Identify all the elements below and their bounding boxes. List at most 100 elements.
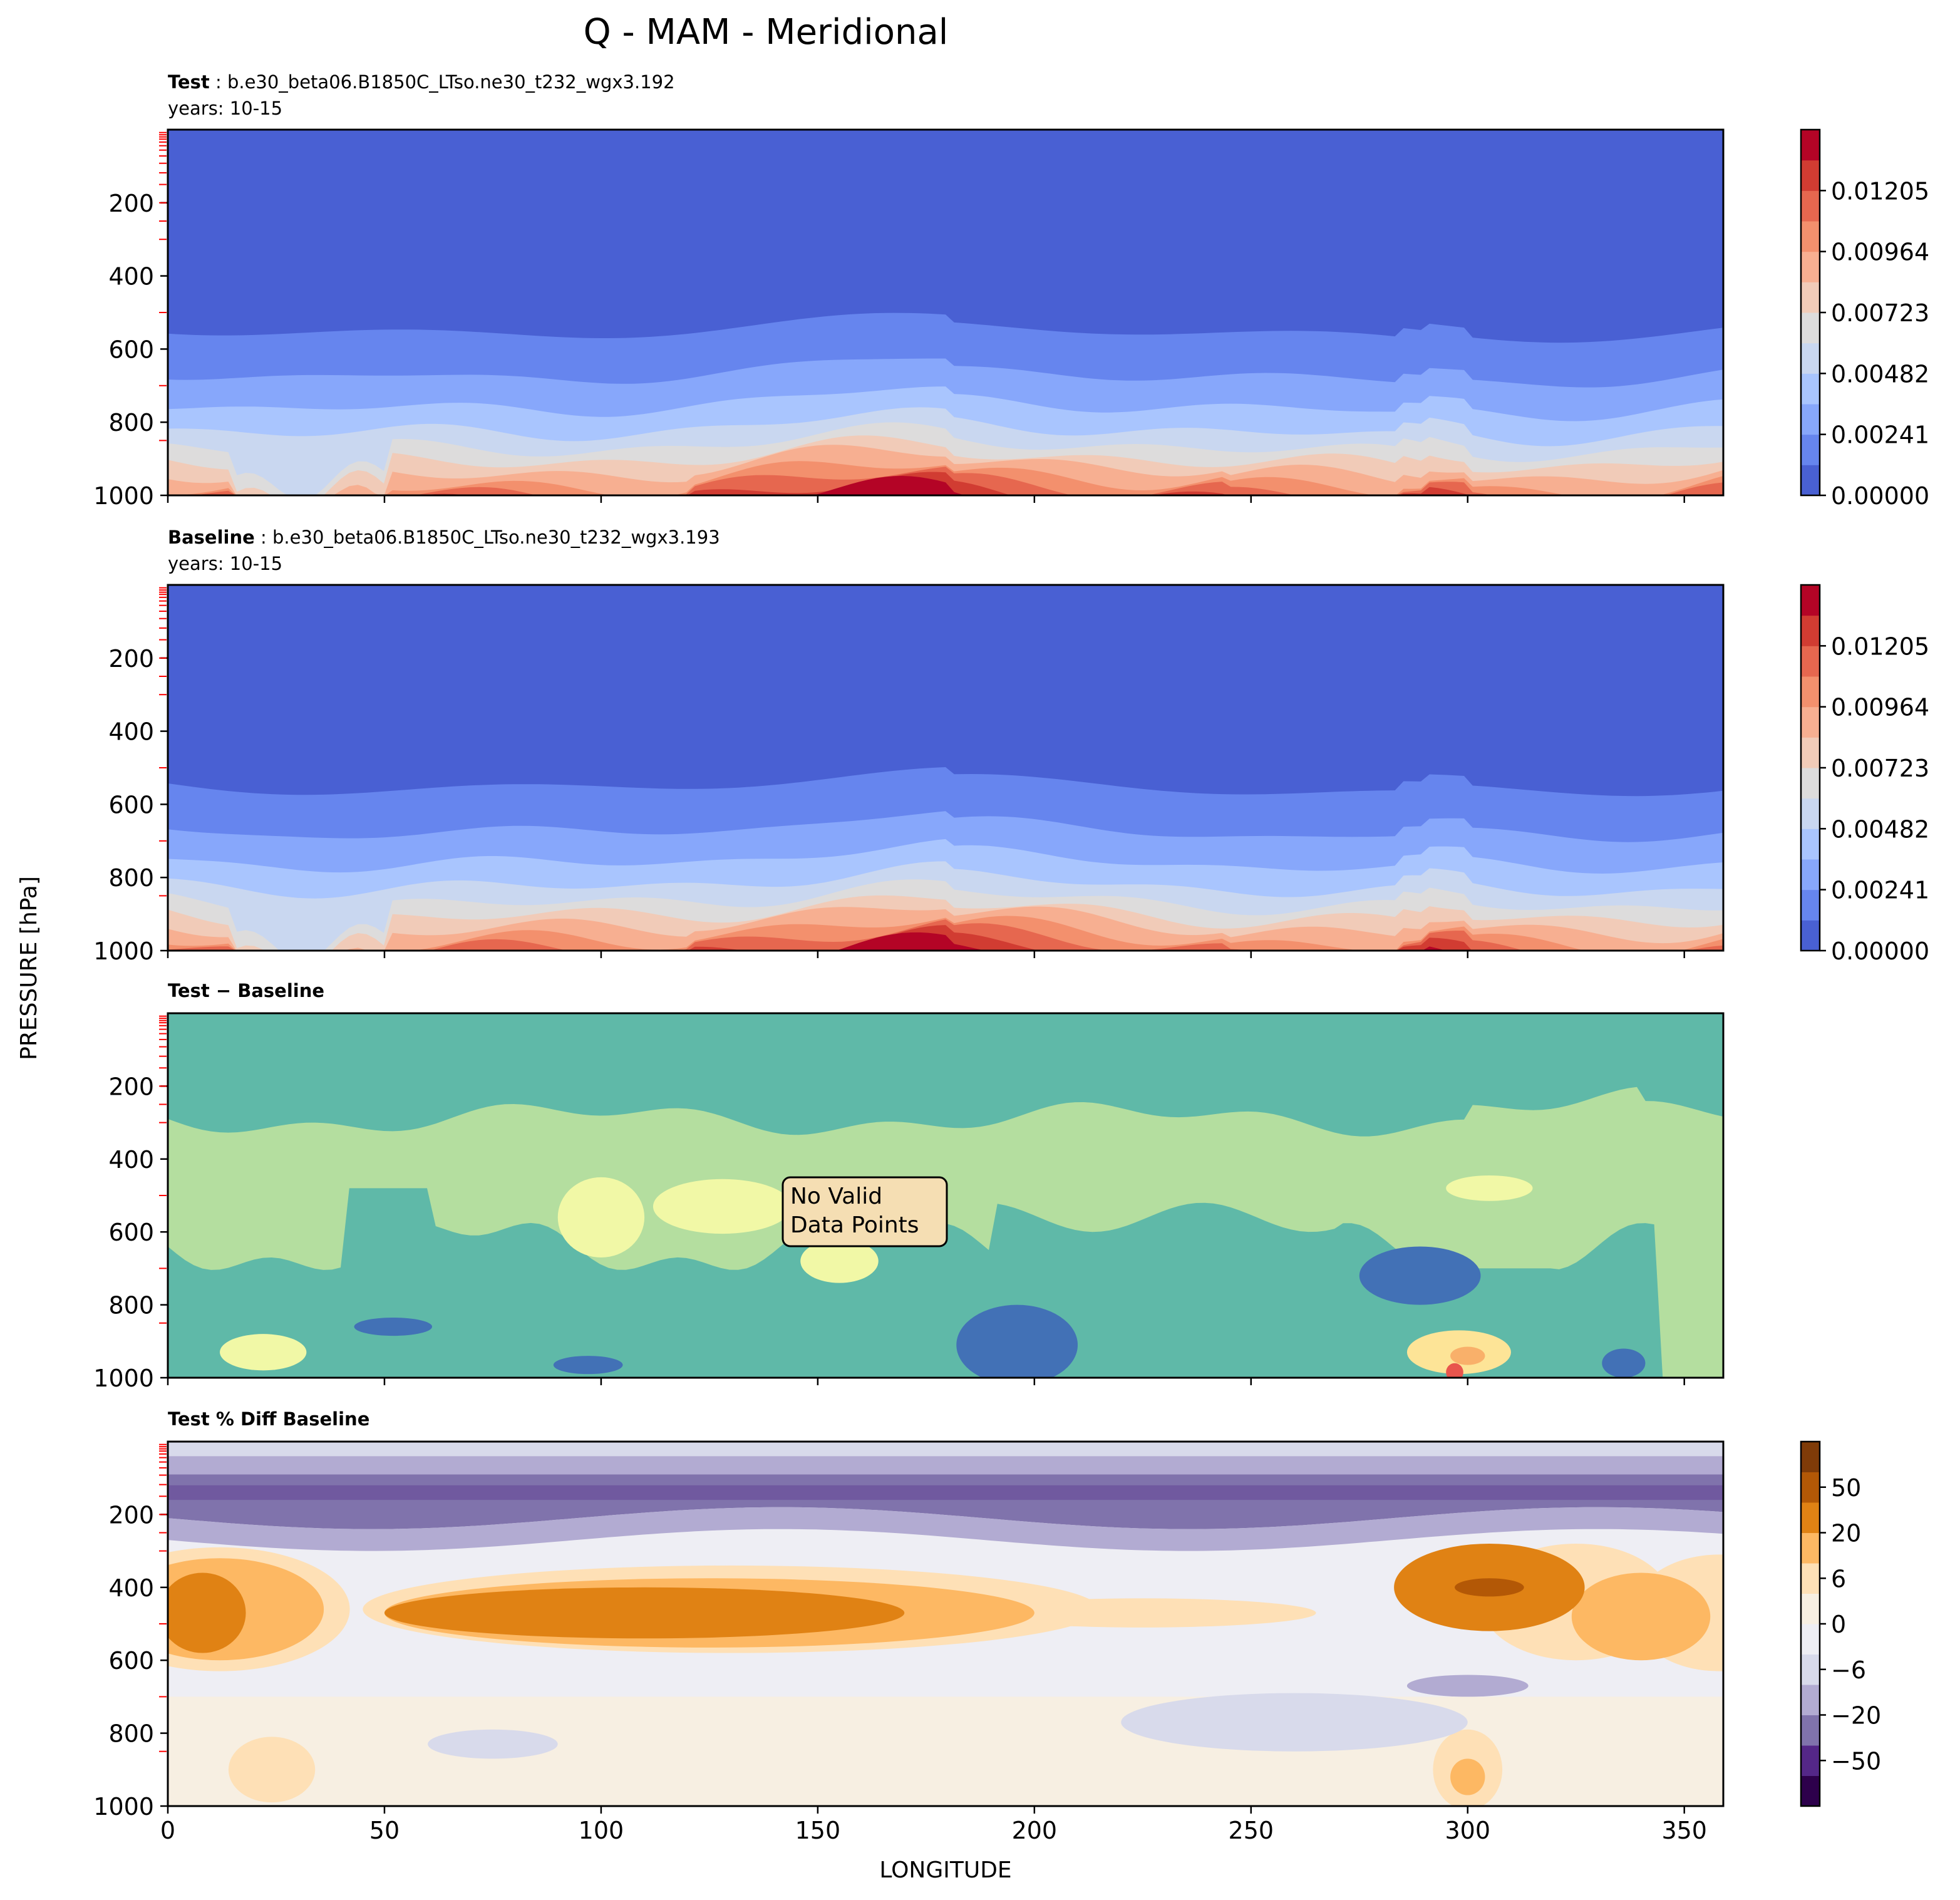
colorbar-segment <box>1801 251 1820 282</box>
colorbar-tick-label: 0.00723 <box>1831 755 1929 782</box>
colorbar-segment <box>1801 160 1820 191</box>
colorbar-segment <box>1801 859 1820 891</box>
y-tick-label: 400 <box>108 718 154 746</box>
colorbar-segment <box>1801 434 1820 465</box>
colorbar-tick-label: 50 <box>1831 1474 1861 1502</box>
panel-baseline-title-case: : b.e30_beta06.B1850C_LTso.ne30_t232_wgx… <box>255 527 720 548</box>
pct-band-strong-negative <box>168 1474 1723 1529</box>
panel-test-title: Test : b.e30_beta06.B1850C_LTso.ne30_t23… <box>168 71 675 93</box>
pct-blob-light-purple <box>1121 1693 1468 1752</box>
diff-blob-blue <box>1359 1246 1481 1305</box>
plot-frame <box>167 128 1725 497</box>
diff-blob-orange <box>1450 1346 1485 1365</box>
colorbar-tick-label: 0.00964 <box>1831 694 1929 721</box>
y-tick-label: 800 <box>108 864 154 892</box>
colorbar-tick-label: 0.00241 <box>1831 877 1929 904</box>
y-tick-label: 400 <box>108 1574 154 1602</box>
pct-blob-orange <box>1450 1758 1485 1795</box>
y-tick-label: 600 <box>108 1647 154 1675</box>
colorbar-tick-label: 0.00723 <box>1831 299 1929 327</box>
x-tick-label: 0 <box>160 1817 175 1844</box>
pct-blob-dark-orange <box>384 1587 905 1639</box>
colorbar-tick-label: 0.00482 <box>1831 815 1929 843</box>
colorbar-tick-label: −6 <box>1831 1656 1866 1684</box>
y-tick-label: 800 <box>108 1292 154 1319</box>
no-valid-data-annotation: No Valid Data Points <box>781 1176 948 1247</box>
colorbar-segment <box>1801 798 1820 829</box>
pct-blob-orange <box>1571 1572 1711 1661</box>
panel-test-title-bold: Test <box>168 71 210 93</box>
diff-blob-yellow <box>652 1179 792 1234</box>
panel-diff-title: Test − Baseline <box>168 980 324 1001</box>
colorbar-segment <box>1801 1472 1820 1503</box>
colorbar-segment <box>1801 373 1820 405</box>
diff-blob-yellow <box>1446 1175 1533 1201</box>
y-tick-label: 800 <box>108 1720 154 1748</box>
diff-blob-blue <box>354 1317 433 1336</box>
panel-test-subtitle: years: 10-15 <box>168 98 282 119</box>
colorbar-segment <box>1801 1563 1820 1594</box>
colorbar-segment <box>1801 343 1820 374</box>
pct-blob-brown <box>1455 1578 1524 1597</box>
x-tick-label: 250 <box>1229 1817 1274 1844</box>
plot-frame <box>167 584 1725 952</box>
colorbar-tick-label: 0.01205 <box>1831 632 1929 660</box>
panel-baseline-title-bold: Baseline <box>168 527 255 548</box>
pct-band-upper <box>168 1456 1723 1475</box>
diff-blob-yellow <box>800 1239 879 1283</box>
panel-pctdiff-title: Test % Diff Baseline <box>168 1408 369 1430</box>
colorbar-segment <box>1801 889 1820 921</box>
colorbar-segment <box>1801 1745 1820 1776</box>
colorbar-tick-label: 6 <box>1831 1565 1846 1593</box>
panel-test-plot: 200 400 600 800 1000 <box>93 128 1725 510</box>
colorbar-tick-label: −20 <box>1831 1702 1881 1730</box>
colorbar-segment <box>1801 646 1820 677</box>
colorbar-test: 0.00000 0.00241 0.00482 0.00723 0.00964 0.012… <box>1800 128 1929 510</box>
diff-region-small-negative <box>168 1188 1663 1378</box>
annotation-line-2: Data Points <box>790 1212 919 1238</box>
pct-band-negative-transition <box>168 1507 1723 1551</box>
diff-blob-red <box>1446 1363 1463 1378</box>
colorbar-segment <box>1801 1442 1820 1472</box>
colorbar-segment <box>1801 1624 1820 1655</box>
y-tick-label: 200 <box>108 190 154 217</box>
y-tick-label: 1000 <box>93 1793 154 1820</box>
colorbar-segment <box>1801 829 1820 860</box>
colorbar-segment <box>1801 1502 1820 1533</box>
diff-blob-blue <box>553 1356 623 1375</box>
panel-test-title-case: : b.e30_beta06.B1850C_LTso.ne30_t232_wgx… <box>210 71 675 93</box>
colorbar-segment <box>1801 1654 1820 1685</box>
panel-baseline-plot: 200 400 600 800 1000 <box>93 584 1725 965</box>
q-contour-level-11 <box>835 932 1447 951</box>
colorbar-baseline: 0.00000 0.00241 0.00482 0.00723 0.00964 0.012… <box>1800 584 1929 965</box>
y-tick-label: 400 <box>108 263 154 291</box>
x-tick-label: 300 <box>1445 1817 1491 1844</box>
colorbar-segment <box>1801 190 1820 222</box>
colorbar-segment <box>1801 585 1820 616</box>
x-tick-label: 350 <box>1661 1817 1707 1844</box>
colorbar-tick-label: 20 <box>1831 1520 1861 1547</box>
figure-title: Q - MAM - Meridional <box>584 12 949 53</box>
colorbar-tick-label: 0 <box>1831 1611 1846 1638</box>
diff-blob-blue <box>1602 1348 1646 1378</box>
diff-blob-yellow <box>220 1334 307 1371</box>
colorbar-segment <box>1801 282 1820 313</box>
y-tick-label: 600 <box>108 791 154 818</box>
pct-band-negative-core <box>168 1485 1723 1500</box>
y-tick-label: 600 <box>108 1219 154 1246</box>
colorbar-segment <box>1801 312 1820 344</box>
colorbar-segment <box>1801 1685 1820 1715</box>
colorbar-tick-label: 0.01205 <box>1831 177 1929 205</box>
q-contour-level-11 <box>812 476 967 495</box>
colorbar-segment <box>1801 404 1820 435</box>
colorbar-segment <box>1801 465 1820 496</box>
y-tick-label: 200 <box>108 1501 154 1529</box>
colorbar-tick-label: 0.00000 <box>1831 482 1929 510</box>
colorbar-segment <box>1801 1715 1820 1746</box>
panel-baseline-title: Baseline : b.e30_beta06.B1850C_LTso.ne30… <box>168 527 720 548</box>
x-tick-label: 100 <box>579 1817 624 1844</box>
pct-band-top <box>168 1442 1723 1457</box>
pct-blob-purple <box>1406 1675 1529 1697</box>
colorbar-segment <box>1801 1775 1820 1807</box>
